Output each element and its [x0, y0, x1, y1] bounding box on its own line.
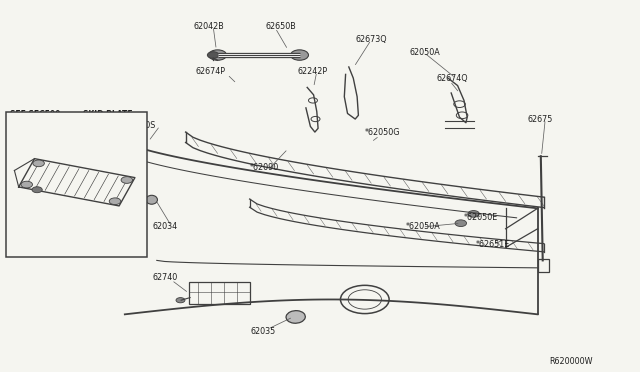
Circle shape — [33, 160, 44, 167]
Text: 62035: 62035 — [251, 327, 276, 336]
Text: *62651E: *62651E — [476, 240, 511, 249]
Text: 62050A: 62050A — [410, 48, 440, 57]
Circle shape — [455, 220, 467, 227]
Circle shape — [109, 198, 121, 205]
Circle shape — [291, 50, 308, 60]
Text: 62674Q: 62674Q — [436, 74, 468, 83]
Bar — [189, 282, 250, 304]
Text: 62740: 62740 — [152, 273, 177, 282]
Circle shape — [32, 187, 42, 193]
Circle shape — [176, 298, 185, 303]
Text: 62650B: 62650B — [266, 22, 296, 31]
Circle shape — [121, 177, 132, 183]
Text: 62242P: 62242P — [298, 67, 328, 76]
Text: 62674P: 62674P — [195, 67, 225, 76]
Text: 62675: 62675 — [527, 115, 553, 124]
Text: SEE SEC500: SEE SEC500 — [10, 110, 61, 119]
Ellipse shape — [286, 311, 305, 323]
FancyBboxPatch shape — [6, 112, 147, 257]
Text: *62050E: *62050E — [464, 213, 499, 222]
Text: 62673Q: 62673Q — [356, 35, 387, 44]
Ellipse shape — [146, 195, 157, 204]
Text: 62650S: 62650S — [125, 121, 156, 130]
Text: *62050A: *62050A — [406, 222, 440, 231]
Circle shape — [207, 52, 219, 58]
Text: (50080H): (50080H) — [10, 170, 46, 179]
Circle shape — [468, 211, 479, 217]
Text: *62050G: *62050G — [365, 128, 400, 137]
Bar — [538, 259, 549, 272]
Text: 62042B: 62042B — [193, 22, 224, 31]
Circle shape — [21, 181, 33, 188]
Text: R620000W: R620000W — [549, 357, 593, 366]
Text: SKID PLATE: SKID PLATE — [83, 110, 133, 119]
Text: *62090: *62090 — [250, 163, 279, 172]
Circle shape — [209, 50, 227, 60]
Text: (50080DA): (50080DA) — [19, 200, 60, 209]
Text: 62034: 62034 — [152, 222, 177, 231]
